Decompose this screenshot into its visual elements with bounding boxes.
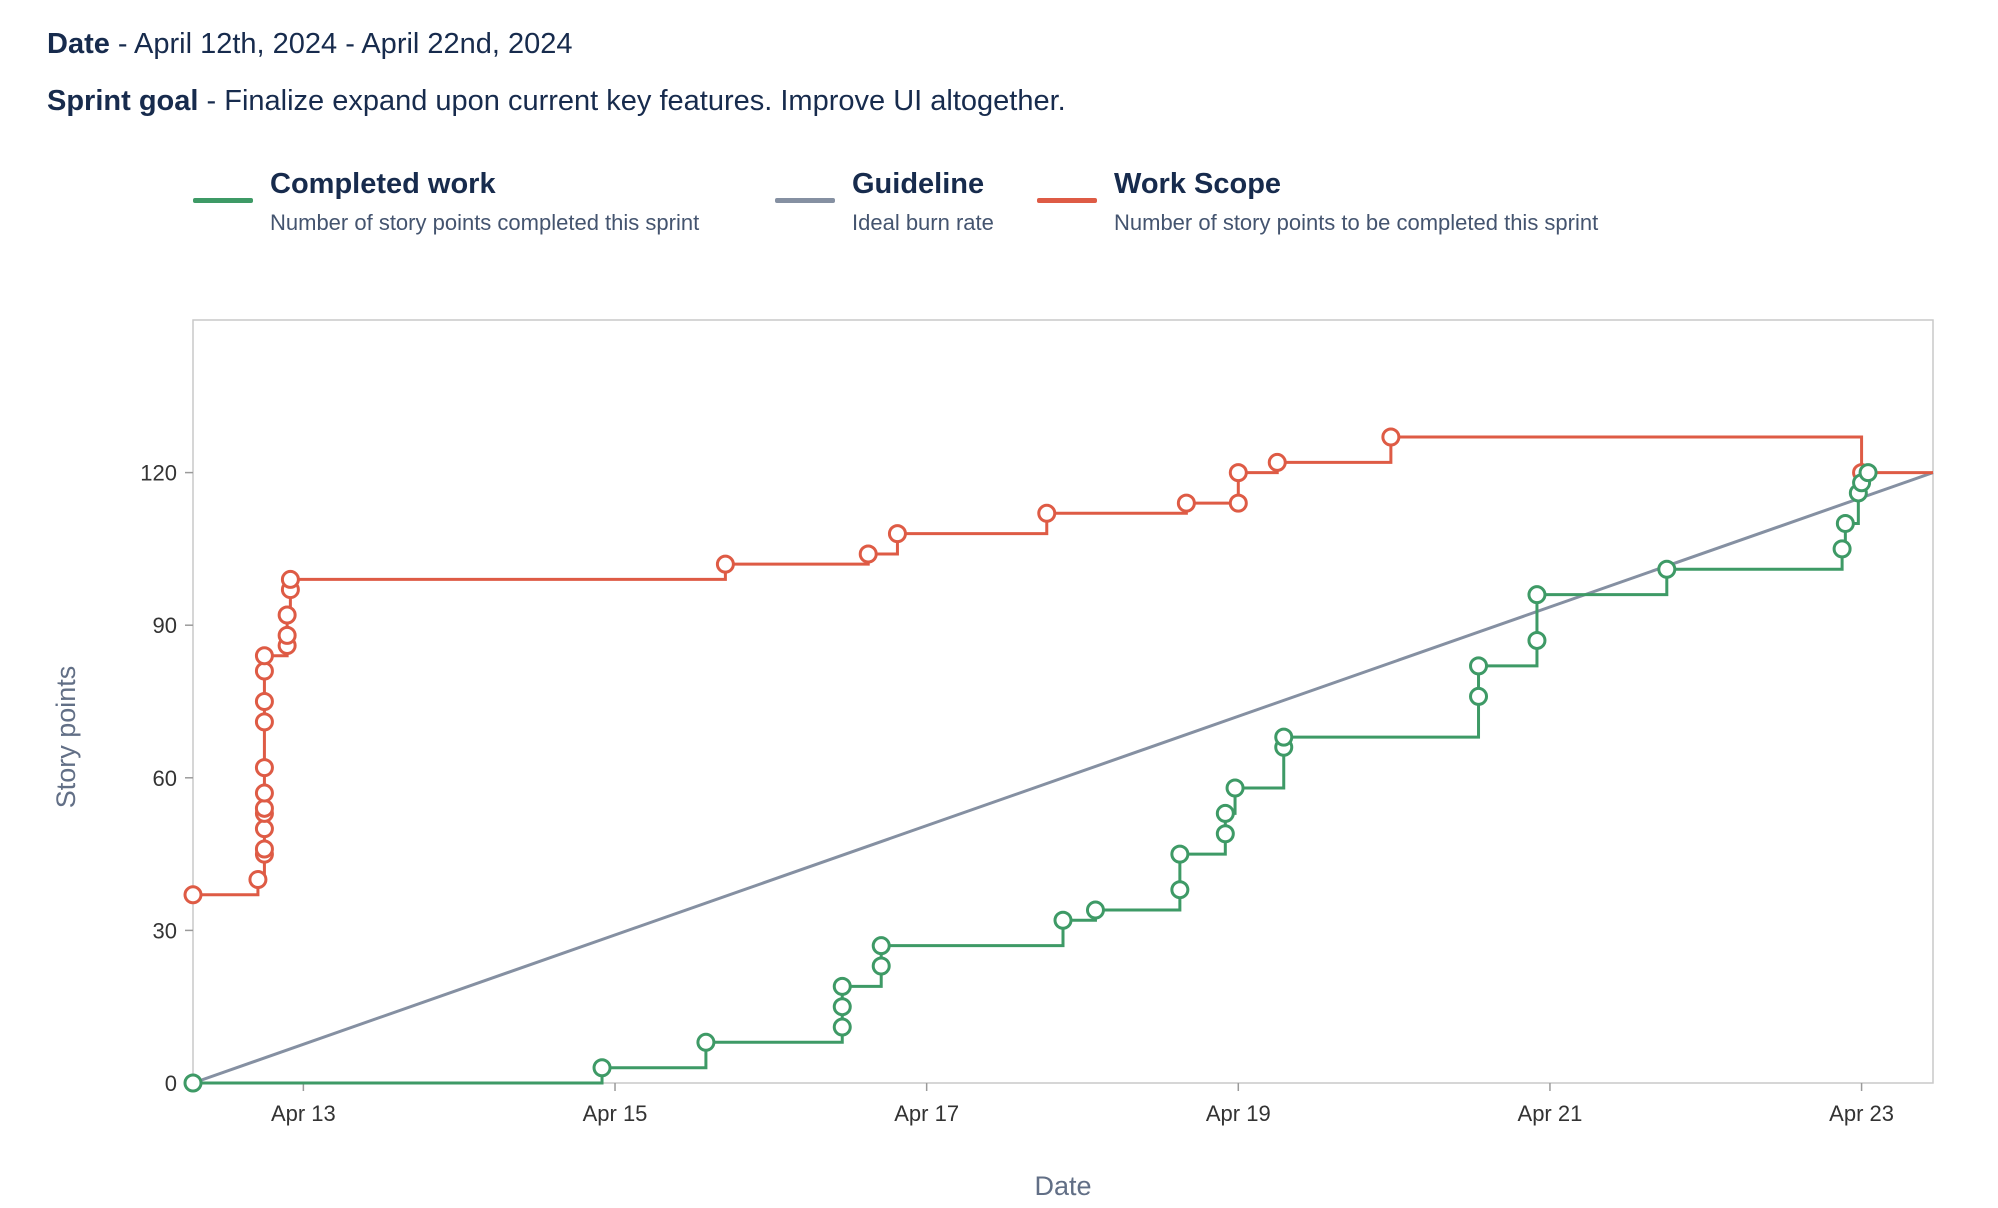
- data-point-work-scope: [715, 554, 735, 574]
- date-label: Date: [47, 28, 110, 60]
- data-point-completed-work: [832, 1017, 852, 1037]
- data-point-completed-work: [183, 1073, 203, 1093]
- data-point-completed-work: [1215, 803, 1235, 823]
- legend-desc-completed-work: Number of story points completed this sp…: [270, 210, 700, 235]
- x-tick-label: Apr 23: [1829, 1101, 1894, 1126]
- y-axis-title: Story points: [51, 666, 81, 809]
- legend-title-guideline: Guideline: [852, 168, 985, 200]
- data-point-work-scope: [254, 798, 274, 818]
- x-tick-label: Apr 19: [1206, 1101, 1271, 1126]
- x-tick-label: Apr 13: [271, 1101, 336, 1126]
- data-point-completed-work: [1527, 630, 1547, 650]
- legend-desc-guideline: Ideal burn rate: [852, 210, 994, 235]
- legend-title-work-scope: Work Scope: [1114, 168, 1282, 200]
- sprint-goal-line: Sprint goal - Finalize expand upon curre…: [47, 85, 1066, 118]
- data-point-completed-work: [696, 1032, 716, 1052]
- legend-title-completed-work: Completed work: [270, 168, 496, 200]
- y-tick-label: 90: [153, 613, 177, 638]
- data-point-completed-work: [1274, 727, 1294, 747]
- data-point-completed-work: [871, 936, 891, 956]
- data-point-completed-work: [1527, 585, 1547, 605]
- data-point-work-scope: [254, 646, 274, 666]
- data-point-work-scope: [1228, 463, 1248, 483]
- x-tick-label: Apr 21: [1518, 1101, 1583, 1126]
- data-point-completed-work: [1170, 880, 1190, 900]
- label-layer: Date Story points 0 30 60 90 120 Apr 13 Apr 15…: [51, 461, 1894, 1201]
- data-point-work-scope: [1228, 493, 1248, 513]
- data-point-work-scope: [254, 692, 274, 711]
- x-tick-label: Apr 15: [583, 1101, 648, 1126]
- data-point-work-scope: [254, 819, 274, 839]
- data-point-completed-work: [1170, 844, 1190, 864]
- x-tick-label: Apr 17: [894, 1101, 959, 1126]
- plot-frame: [192, 319, 1934, 1084]
- data-point-completed-work: [1469, 686, 1489, 706]
- data-point-work-scope: [280, 569, 300, 589]
- data-point-work-scope: [277, 605, 297, 625]
- data-point-completed-work: [1858, 463, 1878, 483]
- data-point-completed-work: [1469, 656, 1489, 676]
- data-point-completed-work: [1657, 559, 1677, 579]
- data-point-completed-work: [592, 1058, 612, 1078]
- data-point-completed-work: [1835, 513, 1855, 533]
- sprint-goal-label: Sprint goal: [47, 85, 199, 117]
- data-point-work-scope: [183, 885, 203, 905]
- x-axis-title: Date: [1034, 1171, 1091, 1201]
- data-point-work-scope: [254, 661, 274, 681]
- legend-swatch-work-scope: [1037, 198, 1097, 203]
- data-point-work-scope: [248, 870, 268, 890]
- data-point-work-scope: [858, 544, 878, 564]
- data-point-work-scope: [1176, 493, 1196, 513]
- data-point-work-scope: [887, 524, 907, 544]
- date-range-text: - April 12th, 2024 - April 22nd, 2024: [109, 28, 573, 60]
- data-point-work-scope: [1267, 452, 1287, 472]
- data-point-work-scope: [254, 758, 274, 778]
- burnup-chart: Date Story points 0 30 60 90 120 Apr 13 Apr 15…: [51, 319, 1934, 1201]
- data-point-work-scope: [277, 625, 297, 645]
- sprint-date-line: Date - April 12th, 2024 - April 22nd, 20…: [47, 28, 573, 61]
- data-point-work-scope: [1381, 427, 1401, 447]
- data-point-completed-work: [1085, 900, 1105, 920]
- y-tick-label: 120: [140, 461, 177, 486]
- series-line-work-scope: [193, 435, 1933, 897]
- data-point-completed-work: [1225, 778, 1245, 798]
- series-line-completed-work: [193, 472, 1870, 1085]
- series-line-guideline: [192, 471, 1934, 1085]
- grid-layer: [185, 319, 1934, 1091]
- sprint-goal-text: - Finalize expand upon current key featu…: [198, 85, 1066, 117]
- legend-swatch-guideline: [775, 198, 835, 203]
- chart-legend: Completed work Number of story points co…: [0, 168, 1998, 248]
- legend-swatch-completed-work: [193, 198, 253, 203]
- data-point-work-scope: [254, 712, 274, 732]
- data-point-work-scope: [254, 783, 274, 803]
- y-tick-label: 30: [153, 918, 177, 943]
- y-tick-label: 0: [165, 1071, 177, 1096]
- y-tick-label: 60: [153, 766, 177, 791]
- data-point-work-scope: [1037, 503, 1057, 523]
- data-point-work-scope: [254, 839, 274, 859]
- series-layer: [183, 427, 1934, 1093]
- data-point-completed-work: [832, 997, 852, 1017]
- data-point-completed-work: [871, 956, 891, 976]
- data-point-completed-work: [1832, 539, 1852, 559]
- legend-desc-work-scope: Number of story points to be completed t…: [1114, 210, 1599, 235]
- data-point-completed-work: [1053, 910, 1073, 930]
- data-point-completed-work: [832, 976, 852, 996]
- data-point-completed-work: [1215, 824, 1235, 844]
